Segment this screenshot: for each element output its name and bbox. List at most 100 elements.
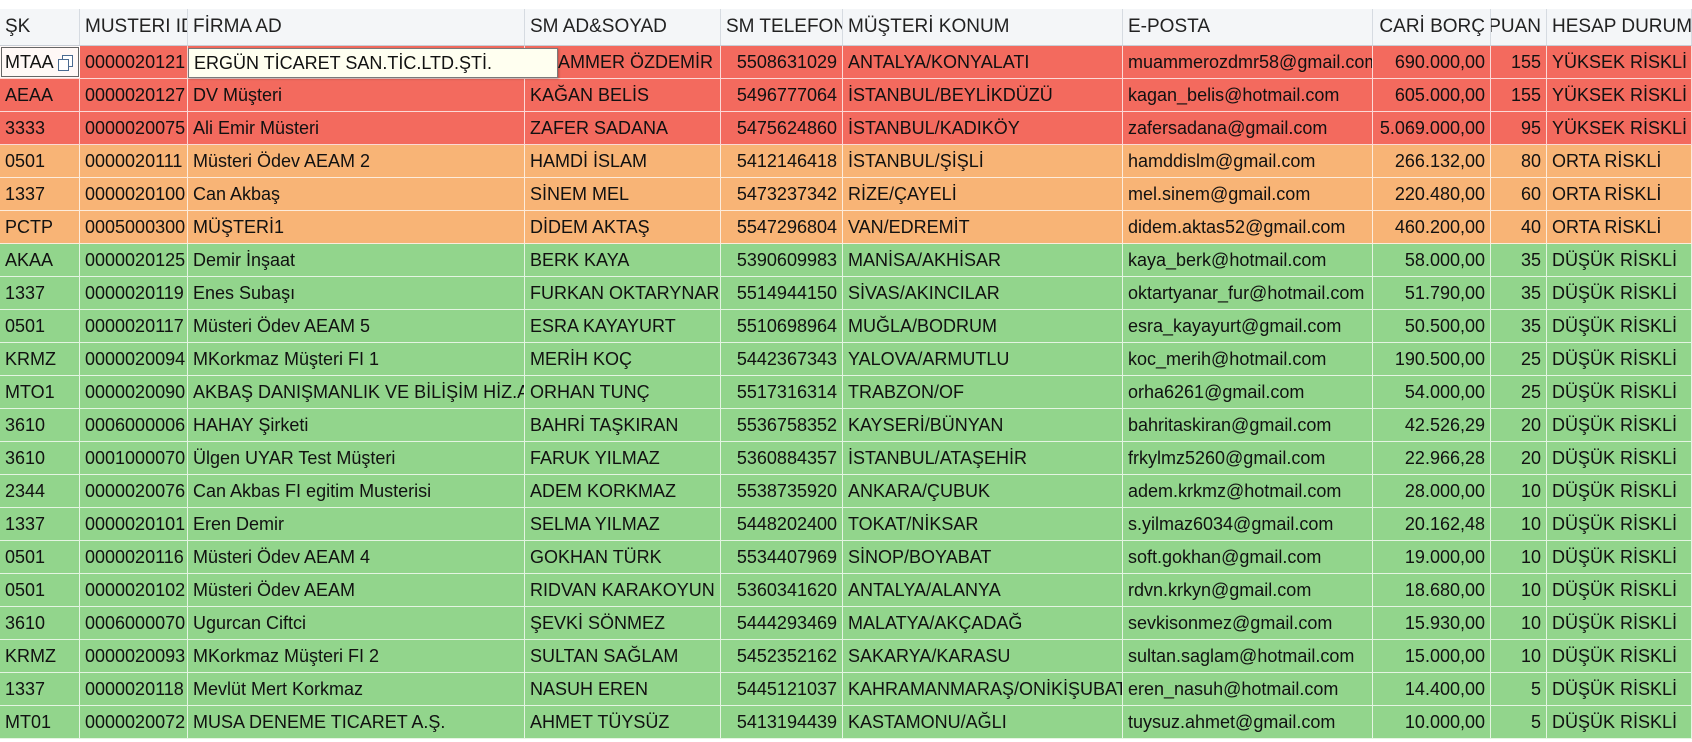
col-e-posta-cell[interactable]: adem.krkmz@hotmail.com bbox=[1123, 475, 1373, 507]
col-sm-ad-soyad-cell[interactable]: SELMA YILMAZ bbox=[525, 508, 721, 540]
col-musteri-konum-cell[interactable]: SAKARYA/KARASU bbox=[843, 640, 1123, 672]
col-hesap-durum-cell[interactable]: DÜŞÜK RİSKLİ bbox=[1547, 475, 1692, 507]
col-e-posta-cell[interactable]: s.yilmaz6034@gmail.com bbox=[1123, 508, 1373, 540]
col-sm-telefon-cell[interactable]: 5547296804 bbox=[721, 211, 843, 243]
col-sm-ad-soyad-cell[interactable]: HAMDİ İSLAM bbox=[525, 145, 721, 177]
col-sm-telefon-cell[interactable]: 5444293469 bbox=[721, 607, 843, 639]
col-sm-ad-soyad-cell[interactable]: SULTAN SAĞLAM bbox=[525, 640, 721, 672]
col-hesap-durum-cell[interactable]: DÜŞÜK RİSKLİ bbox=[1547, 376, 1692, 408]
col-musteri-konum-cell[interactable]: İSTANBUL/BEYLİKDÜZÜ bbox=[843, 79, 1123, 111]
col-e-posta-cell[interactable]: didem.aktas52@gmail.com bbox=[1123, 211, 1373, 243]
header-col-e-posta[interactable]: E-POSTA bbox=[1123, 9, 1373, 45]
col-e-posta-cell[interactable]: sultan.saglam@hotmail.com bbox=[1123, 640, 1373, 672]
col-cari-borc-cell[interactable]: 460.200,00 bbox=[1373, 211, 1491, 243]
col-sm-ad-soyad-cell[interactable]: ESRA KAYAYURT bbox=[525, 310, 721, 342]
col-firma-ad-cell[interactable]: Ugurcan Ciftci bbox=[188, 607, 525, 639]
col-cari-borc-cell[interactable]: 50.500,00 bbox=[1373, 310, 1491, 342]
col-e-posta-cell[interactable]: mel.sinem@gmail.com bbox=[1123, 178, 1373, 210]
col-e-posta-cell[interactable]: oktartyanar_fur@hotmail.com bbox=[1123, 277, 1373, 309]
col-puan-cell[interactable]: 10 bbox=[1491, 475, 1547, 507]
col-cari-borc-cell[interactable]: 266.132,00 bbox=[1373, 145, 1491, 177]
col-hesap-durum-cell[interactable]: DÜŞÜK RİSKLİ bbox=[1547, 310, 1692, 342]
col-musteri-id-cell[interactable]: 0006000070 bbox=[80, 607, 188, 639]
col-sm-telefon-cell[interactable]: 5538735920 bbox=[721, 475, 843, 507]
col-puan-cell[interactable]: 10 bbox=[1491, 607, 1547, 639]
col-e-posta-cell[interactable]: kagan_belis@hotmail.com bbox=[1123, 79, 1373, 111]
header-col-musteri-konum[interactable]: MÜŞTERİ KONUM bbox=[843, 9, 1123, 45]
col-hesap-durum-cell[interactable]: DÜŞÜK RİSKLİ bbox=[1547, 277, 1692, 309]
col-hesap-durum-cell[interactable]: DÜŞÜK RİSKLİ bbox=[1547, 607, 1692, 639]
table-row[interactable]: 3610 0006000070 Ugurcan Ciftci ŞEVKİ SÖNMEZ… bbox=[0, 607, 1692, 640]
table-row[interactable]: 0501 0000020117 Müsteri Ödev AEAM 5 ESRA KA… bbox=[0, 310, 1692, 343]
col-musteri-konum-cell[interactable]: VAN/EDREMİT bbox=[843, 211, 1123, 243]
table-row[interactable]: 3610 0001000070 Ülgen UYAR Test Müşteri FAR… bbox=[0, 442, 1692, 475]
col-sk-cell[interactable]: 0501 bbox=[0, 145, 80, 177]
col-sm-telefon-cell[interactable]: 5452352162 bbox=[721, 640, 843, 672]
col-sm-telefon-cell[interactable]: 5473237342 bbox=[721, 178, 843, 210]
col-firma-ad-cell[interactable]: MKorkmaz Müşteri FI 2 bbox=[188, 640, 525, 672]
col-sk-cell[interactable]: KRMZ bbox=[0, 343, 80, 375]
col-e-posta-cell[interactable]: rdvn.krkyn@gmail.com bbox=[1123, 574, 1373, 606]
col-puan-cell[interactable]: 10 bbox=[1491, 508, 1547, 540]
col-firma-ad-cell[interactable]: MÜŞTERİ1 bbox=[188, 211, 525, 243]
col-e-posta-cell[interactable]: soft.gokhan@gmail.com bbox=[1123, 541, 1373, 573]
header-col-hesap-durum[interactable]: HESAP DURUM bbox=[1547, 9, 1692, 45]
col-hesap-durum-cell[interactable]: YÜKSEK RİSKLİ bbox=[1547, 79, 1692, 111]
col-cari-borc-cell[interactable]: 190.500,00 bbox=[1373, 343, 1491, 375]
col-sm-telefon-cell[interactable]: 5508631029 bbox=[721, 46, 843, 78]
col-musteri-id-cell[interactable]: 0000020121 bbox=[80, 46, 188, 78]
col-sk-cell[interactable]: 1337 bbox=[0, 178, 80, 210]
col-cari-borc-cell[interactable]: 5.069.000,00 bbox=[1373, 112, 1491, 144]
col-sk-cell[interactable]: 0501 bbox=[0, 310, 80, 342]
col-musteri-id-cell[interactable]: 0000020100 bbox=[80, 178, 188, 210]
col-musteri-konum-cell[interactable]: RİZE/ÇAYELİ bbox=[843, 178, 1123, 210]
col-hesap-durum-cell[interactable]: ORTA RİSKLİ bbox=[1547, 178, 1692, 210]
table-row[interactable]: PCTP 0005000300 MÜŞTERİ1 DİDEM AKTAŞ 5547296… bbox=[0, 211, 1692, 244]
table-row[interactable]: MTAA 0000020121ERGÜN TİCARET SAN.TİC.LTD.… bbox=[0, 46, 1692, 79]
col-puan-cell[interactable]: 10 bbox=[1491, 541, 1547, 573]
col-sk-cell[interactable]: 2344 bbox=[0, 475, 80, 507]
col-sm-ad-soyad-cell[interactable]: BERK KAYA bbox=[525, 244, 721, 276]
col-hesap-durum-cell[interactable]: DÜŞÜK RİSKLİ bbox=[1547, 541, 1692, 573]
col-sk-cell[interactable]: 1337 bbox=[0, 508, 80, 540]
table-row[interactable]: 0501 0000020102 Müsteri Ödev AEAM RIDVAN KA… bbox=[0, 574, 1692, 607]
col-sm-ad-soyad-cell[interactable]: RIDVAN KARAKOYUN bbox=[525, 574, 721, 606]
col-sk-cell[interactable]: PCTP bbox=[0, 211, 80, 243]
col-sm-ad-soyad-cell[interactable]: BAHRİ TAŞKIRAN bbox=[525, 409, 721, 441]
col-sk-cell[interactable]: KRMZ bbox=[0, 640, 80, 672]
col-e-posta-cell[interactable]: bahritaskiran@gmail.com bbox=[1123, 409, 1373, 441]
col-musteri-konum-cell[interactable]: TRABZON/OF bbox=[843, 376, 1123, 408]
col-sm-telefon-cell[interactable]: 5445121037 bbox=[721, 673, 843, 705]
copy-icon[interactable] bbox=[57, 54, 73, 71]
col-puan-cell[interactable]: 95 bbox=[1491, 112, 1547, 144]
col-firma-ad-cell[interactable]: Mevlüt Mert Korkmaz bbox=[188, 673, 525, 705]
col-puan-cell[interactable]: 35 bbox=[1491, 244, 1547, 276]
col-firma-ad-cell[interactable]: Can Akbas FI egitim Musterisi bbox=[188, 475, 525, 507]
col-cari-borc-cell[interactable]: 18.680,00 bbox=[1373, 574, 1491, 606]
col-puan-cell[interactable]: 35 bbox=[1491, 277, 1547, 309]
col-sm-telefon-cell[interactable]: 5390609983 bbox=[721, 244, 843, 276]
col-musteri-id-cell[interactable]: 0000020076 bbox=[80, 475, 188, 507]
col-musteri-id-cell[interactable]: 0006000006 bbox=[80, 409, 188, 441]
col-hesap-durum-cell[interactable]: ORTA RİSKLİ bbox=[1547, 145, 1692, 177]
col-cari-borc-cell[interactable]: 14.400,00 bbox=[1373, 673, 1491, 705]
col-e-posta-cell[interactable]: kaya_berk@hotmail.com bbox=[1123, 244, 1373, 276]
col-sm-telefon-cell[interactable]: 5536758352 bbox=[721, 409, 843, 441]
col-firma-ad-cell[interactable]: Demir İnşaat bbox=[188, 244, 525, 276]
col-sk-cell[interactable]: 0501 bbox=[0, 574, 80, 606]
col-hesap-durum-cell[interactable]: DÜŞÜK RİSKLİ bbox=[1547, 508, 1692, 540]
col-sk-cell[interactable]: 1337 bbox=[0, 277, 80, 309]
col-sm-ad-soyad-cell[interactable]: ORHAN TUNÇ bbox=[525, 376, 721, 408]
col-sm-telefon-cell[interactable]: 5510698964 bbox=[721, 310, 843, 342]
table-row[interactable]: 0501 0000020111 Müsteri Ödev AEAM 2 HAMDİ İ… bbox=[0, 145, 1692, 178]
table-row[interactable]: 1337 0000020100 Can Akbaş SİNEM MEL 54732373… bbox=[0, 178, 1692, 211]
col-firma-ad-cell[interactable]: MKorkmaz Müşteri FI 1 bbox=[188, 343, 525, 375]
col-musteri-id-cell[interactable]: 0000020119 bbox=[80, 277, 188, 309]
col-firma-ad-cell[interactable]: Can Akbaş bbox=[188, 178, 525, 210]
col-musteri-konum-cell[interactable]: ANKARA/ÇUBUK bbox=[843, 475, 1123, 507]
table-row[interactable]: AEAA 0000020127 DV Müşteri KAĞAN BELİS 54967… bbox=[0, 79, 1692, 112]
col-musteri-id-cell[interactable]: 0000020075 bbox=[80, 112, 188, 144]
col-puan-cell[interactable]: 35 bbox=[1491, 310, 1547, 342]
table-row[interactable]: KRMZ 0000020094 MKorkmaz Müşteri FI 1 MERİH… bbox=[0, 343, 1692, 376]
col-firma-ad-cell[interactable]: Eren Demir bbox=[188, 508, 525, 540]
